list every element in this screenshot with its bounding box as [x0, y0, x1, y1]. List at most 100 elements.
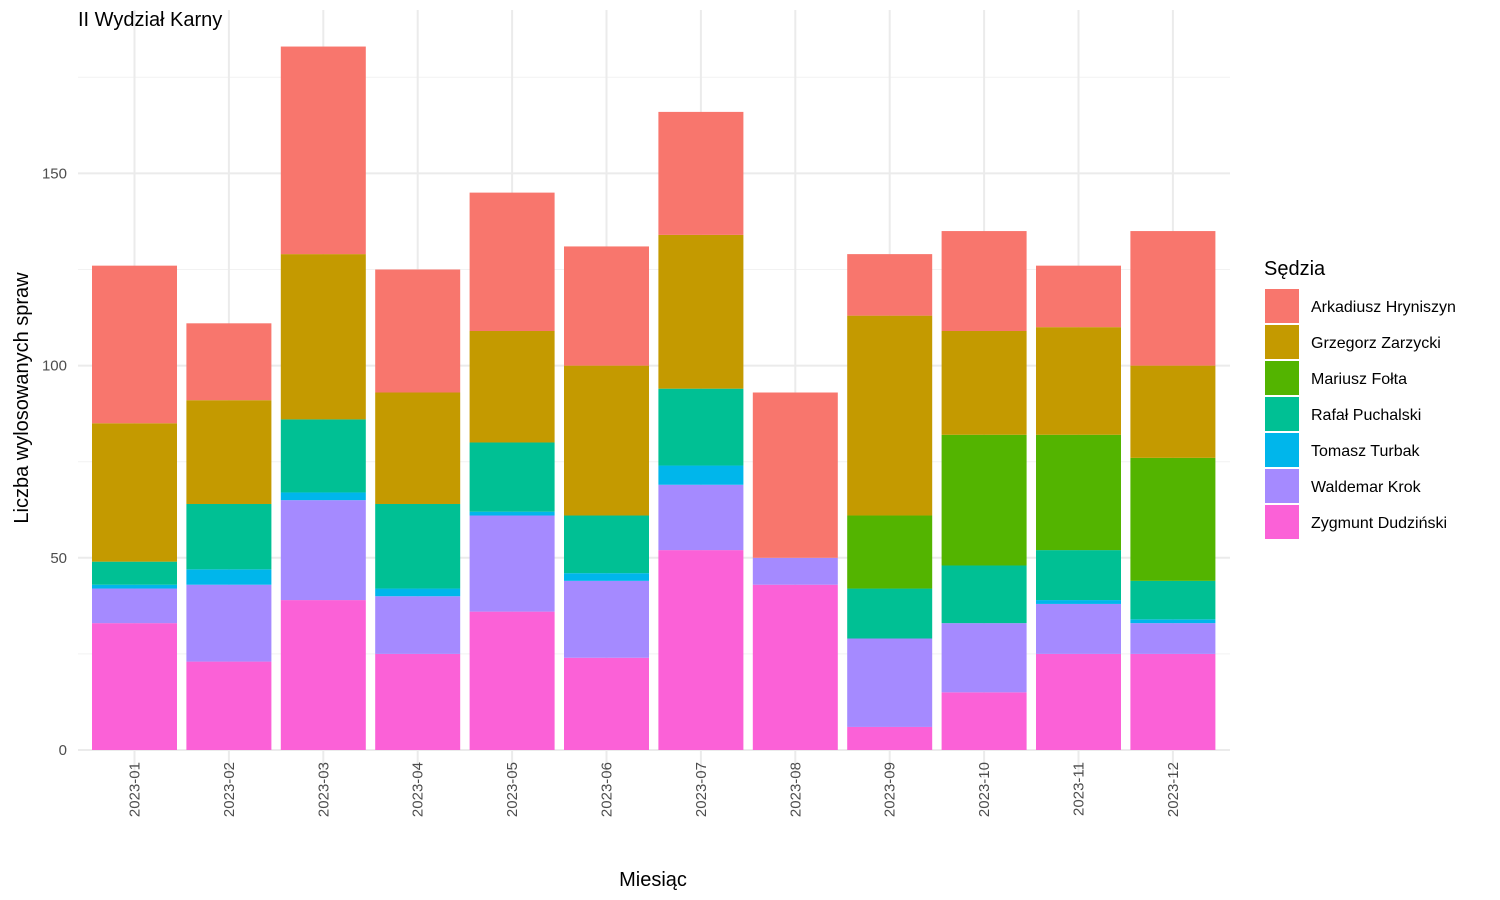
bar-segment: 2023-07 – Rafał Puchalski: 20: [658, 388, 744, 466]
bar-segment: 2023-12 – Zygmunt Dudziński: 25: [1130, 653, 1216, 750]
legend-label: Arkadiusz Hryniszyn: [1311, 299, 1456, 316]
bar-segment: 2023-06 – Waldemar Krok: 20: [564, 580, 649, 658]
bar-segment: 2023-06 – Tomasz Turbak: 2: [564, 573, 649, 581]
y-tick-label: 150: [42, 165, 67, 182]
x-tick-label: 2023-07: [693, 762, 710, 817]
bar-segment: 2023-09 – Zygmunt Dudziński: 6: [847, 726, 933, 750]
legend-key: [1265, 361, 1299, 395]
bar-segment: 2023-09 – Grzegorz Zarzycki: 52: [847, 315, 933, 516]
bar-segment: 2023-08 – Arkadiusz Hryniszyn: 43: [752, 392, 838, 558]
y-tick-label: 0: [59, 742, 67, 759]
bar-segment: 2023-05 – Rafał Puchalski: 18: [469, 442, 555, 512]
legend-label: Tomasz Turbak: [1311, 443, 1420, 460]
bar-segment: 2023-07 – Grzegorz Zarzycki: 40: [658, 234, 744, 389]
bar-segment: 2023-12 – Waldemar Krok: 8: [1130, 623, 1216, 654]
bar-segment: 2023-12 – Rafał Puchalski: 10: [1130, 580, 1216, 620]
bar-segment: 2023-09 – Mariusz Fołta: 19: [847, 515, 933, 589]
bar-segment: 2023-03 – Rafał Puchalski: 19: [280, 419, 366, 493]
x-tick-label: 2023-09: [882, 762, 899, 817]
bar-segment: 2023-03 – Zygmunt Dudziński: 39: [280, 600, 366, 750]
chart-title: II Wydział Karny: [78, 9, 222, 31]
legend-label: Zygmunt Dudziński: [1311, 515, 1447, 532]
bar-segment: 2023-10 – Mariusz Fołta: 34: [941, 434, 1027, 566]
bar-segment: 2023-02 – Waldemar Krok: 20: [186, 584, 272, 662]
bar-segment: 2023-07 – Waldemar Krok: 17: [658, 484, 744, 551]
legend-label: Grzegorz Zarzycki: [1311, 335, 1441, 352]
bar-segment: 2023-03 – Grzegorz Zarzycki: 43: [280, 254, 366, 420]
bar-segment: 2023-02 – Rafał Puchalski: 17: [186, 503, 272, 570]
x-axis-title: Miesiąc: [619, 869, 687, 891]
legend: Sędzia Arkadiusz Hryniszyn Grzegorz Zarzy…: [1264, 258, 1456, 539]
bar-segment: 2023-09 – Arkadiusz Hryniszyn: 16: [847, 254, 933, 316]
legend-key: [1265, 433, 1299, 467]
bar-segment: 2023-06 – Rafał Puchalski: 15: [564, 515, 649, 574]
bar-segment: 2023-06 – Grzegorz Zarzycki: 39: [564, 365, 649, 516]
y-axis-title: Liczba wylosowanych spraw: [11, 272, 33, 524]
legend-title: Sędzia: [1264, 258, 1326, 280]
bar-segment: 2023-10 – Grzegorz Zarzycki: 27: [941, 331, 1027, 435]
x-tick-label: 2023-12: [1165, 762, 1182, 817]
legend-key: [1265, 289, 1299, 323]
x-tick-label: 2023-03: [315, 762, 332, 817]
legend-label: Rafał Puchalski: [1311, 407, 1421, 424]
bar-segment: 2023-01 – Zygmunt Dudziński: 33: [92, 623, 177, 750]
bar-segment: 2023-04 – Zygmunt Dudziński: 25: [375, 653, 461, 750]
bar-segment: 2023-05 – Grzegorz Zarzycki: 29: [469, 331, 555, 443]
bar-segment: 2023-10 – Zygmunt Dudziński: 15: [941, 692, 1027, 750]
axes: 0 50 100 150 2023-01 2023-02 2023-03 2023-04 202…: [42, 165, 1182, 817]
bar-segment: 2023-07 – Tomasz Turbak: 5: [658, 465, 744, 485]
x-tick-label: 2023-10: [976, 762, 993, 817]
bar-segment: 2023-12 – Grzegorz Zarzycki: 24: [1130, 365, 1216, 458]
bar-segment: 2023-01 – Waldemar Krok: 9: [92, 588, 177, 624]
x-tick-label: 2023-06: [599, 762, 616, 817]
legend-label: Mariusz Fołta: [1311, 371, 1407, 388]
bar-segment: 2023-07 – Arkadiusz Hryniszyn: 32: [658, 111, 744, 235]
bar-segment: 2023-08 – Waldemar Krok: 7: [752, 557, 838, 585]
bar-segment: 2023-01 – Rafał Puchalski: 6: [92, 561, 177, 585]
bar-segment: 2023-03 – Waldemar Krok: 26: [280, 500, 366, 601]
legend-key: [1265, 505, 1299, 539]
bar-segment: 2023-03 – Arkadiusz Hryniszyn: 54: [280, 46, 366, 255]
bar-segment: 2023-06 – Zygmunt Dudziński: 24: [564, 657, 649, 750]
y-tick-label: 100: [42, 358, 67, 375]
bar-segment: 2023-01 – Arkadiusz Hryniszyn: 41: [92, 265, 177, 424]
bar-segment: 2023-02 – Arkadiusz Hryniszyn: 20: [186, 323, 272, 401]
bar-segment: 2023-05 – Tomasz Turbak: 1: [469, 511, 555, 516]
bar-segment: 2023-12 – Arkadiusz Hryniszyn: 35: [1130, 231, 1216, 366]
bar-segment: 2023-02 – Tomasz Turbak: 4: [186, 569, 272, 585]
bar-segment: 2023-04 – Rafał Puchalski: 22: [375, 503, 461, 589]
bar-segment: 2023-09 – Waldemar Krok: 23: [847, 638, 933, 727]
bars: 2023-01 – Zygmunt Dudziński: 332023-01 –…: [92, 46, 1216, 750]
bar-segment: 2023-06 – Arkadiusz Hryniszyn: 31: [564, 246, 649, 366]
bar-segment: 2023-03 – Tomasz Turbak: 2: [280, 492, 366, 501]
bar-segment: 2023-02 – Grzegorz Zarzycki: 27: [186, 400, 272, 504]
bar-segment: 2023-11 – Waldemar Krok: 13: [1036, 603, 1121, 654]
bar-segment: 2023-11 – Arkadiusz Hryniszyn: 16: [1036, 265, 1121, 328]
bar-segment: 2023-11 – Zygmunt Dudziński: 25: [1036, 653, 1121, 750]
legend-key: [1265, 397, 1299, 431]
bar-segment: 2023-05 – Waldemar Krok: 25: [469, 515, 555, 612]
bar-segment: 2023-10 – Rafał Puchalski: 15: [941, 565, 1027, 624]
bar-segment: 2023-05 – Arkadiusz Hryniszyn: 36: [469, 192, 555, 332]
bar-segment: 2023-11 – Grzegorz Zarzycki: 28: [1036, 327, 1121, 435]
bar-segment: 2023-04 – Arkadiusz Hryniszyn: 32: [375, 269, 461, 393]
x-tick-label: 2023-04: [410, 762, 427, 817]
bar-segment: 2023-01 – Tomasz Turbak: 1: [92, 584, 177, 589]
y-tick-label: 50: [50, 550, 67, 567]
bar-segment: 2023-10 – Arkadiusz Hryniszyn: 26: [941, 231, 1027, 332]
bar-segment: 2023-12 – Tomasz Turbak: 1: [1130, 619, 1216, 624]
bar-segment: 2023-08 – Zygmunt Dudziński: 43: [752, 584, 838, 750]
bar-segment: 2023-10 – Waldemar Krok: 18: [941, 623, 1027, 693]
bar-segment: 2023-04 – Grzegorz Zarzycki: 29: [375, 392, 461, 504]
bar-segment: 2023-01 – Grzegorz Zarzycki: 36: [92, 423, 177, 562]
x-tick-label: 2023-02: [221, 762, 238, 817]
bar-segment: 2023-05 – Zygmunt Dudziński: 36: [469, 611, 555, 750]
x-tick-label: 2023-05: [504, 762, 521, 817]
bar-segment: 2023-07 – Zygmunt Dudziński: 52: [658, 550, 744, 750]
bar-segment: 2023-11 – Tomasz Turbak: 1: [1036, 600, 1121, 604]
legend-key: [1265, 325, 1299, 359]
bar-segment: 2023-11 – Mariusz Fołta: 30: [1036, 434, 1121, 551]
bar-segment: 2023-04 – Waldemar Krok: 15: [375, 596, 461, 654]
x-tick-label: 2023-11: [1071, 762, 1088, 816]
